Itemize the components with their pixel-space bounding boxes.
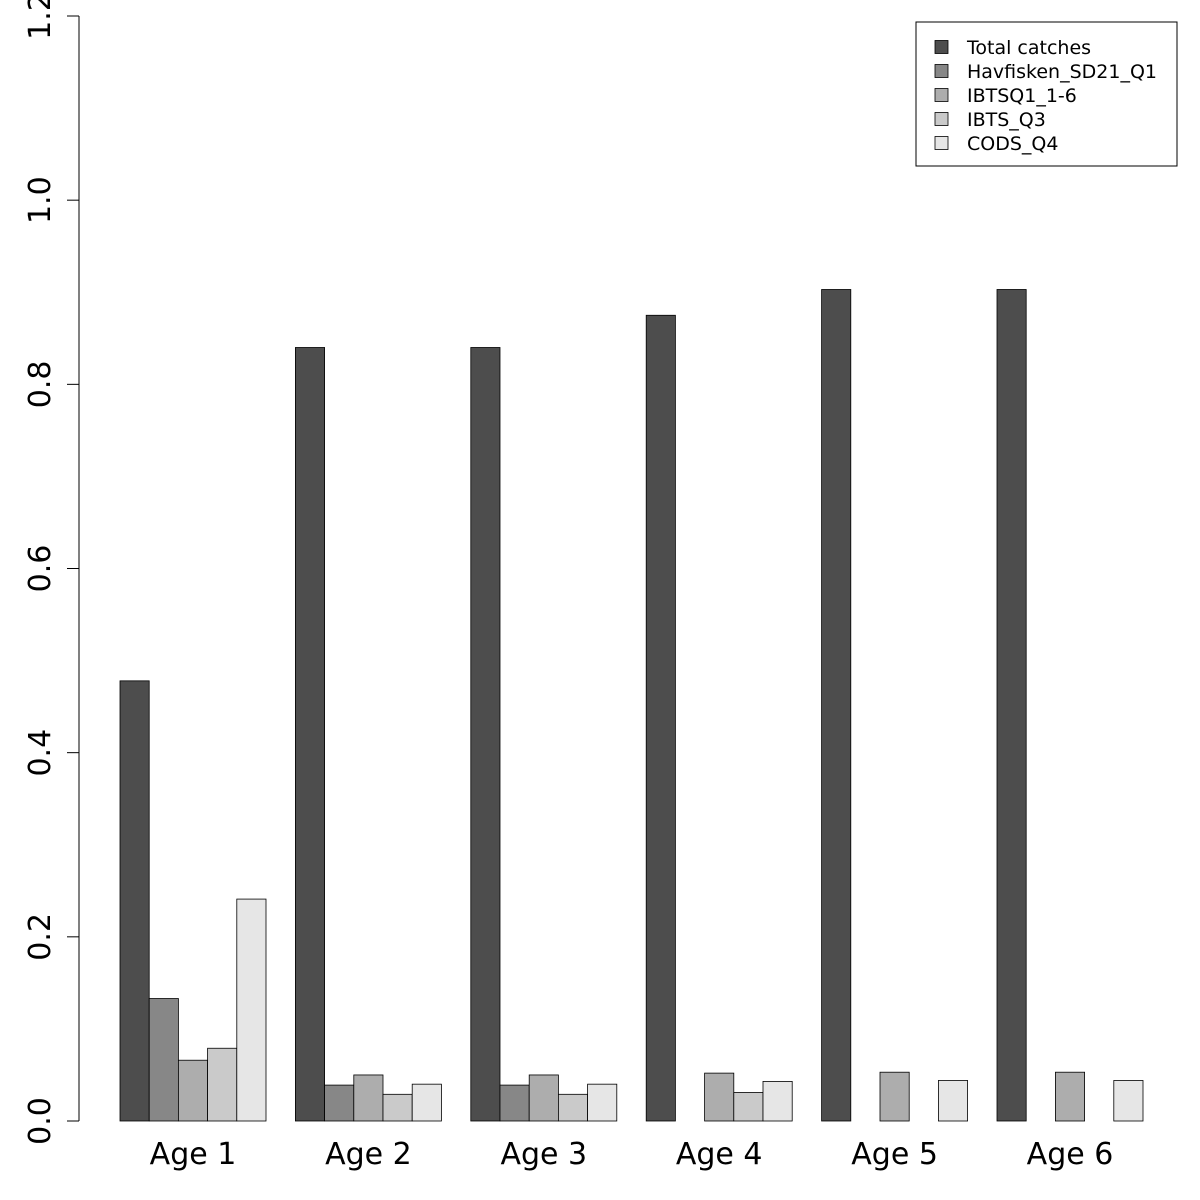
legend-label: IBTS_Q3: [967, 109, 1046, 131]
bar: [353, 1074, 384, 1122]
legend-swatch: [934, 88, 949, 102]
bar: [382, 1093, 413, 1122]
x-axis-labels: Age 1 Age 2 Age 3 Age 4 Age 5 Age 6: [150, 1137, 1114, 1172]
bar: [704, 1072, 735, 1122]
bar: [470, 347, 501, 1122]
bar: [499, 1084, 530, 1122]
y-tick-label: 0.0: [23, 1097, 58, 1145]
y-tick-label: 0.6: [23, 545, 58, 593]
bar: [207, 1047, 238, 1122]
y-axis: 0.0 0.2 0.4 0.6 0.8 1.0 1.2: [23, 0, 80, 1145]
x-category-label: Age 2: [325, 1137, 412, 1172]
bars: [119, 289, 1144, 1122]
bar: [645, 314, 676, 1122]
bar: [558, 1093, 589, 1122]
y-tick-label: 1.2: [23, 0, 58, 40]
bar: [733, 1092, 764, 1122]
legend-box: [915, 21, 1178, 167]
bar: [1055, 1071, 1086, 1122]
bar: [324, 1084, 355, 1122]
bar: [879, 1071, 910, 1122]
bar: [1113, 1080, 1144, 1122]
bar: [821, 289, 852, 1122]
legend-label: Total catches: [966, 37, 1091, 59]
bar: [528, 1074, 559, 1122]
legend-swatch: [934, 112, 949, 126]
y-tick-label: 0.4: [23, 729, 58, 777]
y-tick-label: 0.2: [23, 913, 58, 961]
bar: [119, 680, 150, 1122]
legend-label: Havfisken_SD21_Q1: [967, 61, 1157, 83]
legend: Total catchesHavfisken_SD21_Q1IBTSQ1_1-6…: [915, 21, 1178, 167]
bar: [236, 898, 267, 1122]
bar: [938, 1080, 969, 1122]
x-category-label: Age 6: [1027, 1137, 1114, 1172]
legend-label: IBTSQ1_1-6: [967, 85, 1077, 107]
bar: [762, 1081, 793, 1122]
y-tick-label: 0.8: [23, 360, 58, 408]
bar: [148, 998, 179, 1122]
legend-swatch: [934, 40, 949, 54]
legend-label: CODS_Q4: [967, 133, 1058, 155]
x-category-label: Age 4: [676, 1137, 763, 1172]
x-category-label: Age 5: [851, 1137, 938, 1172]
bar: [411, 1083, 442, 1122]
bar: [294, 347, 325, 1122]
legend-swatch: [934, 64, 949, 78]
y-tick-label: 1.0: [23, 176, 58, 224]
bar: [177, 1059, 208, 1122]
bar: [587, 1083, 618, 1122]
x-category-label: Age 3: [500, 1137, 587, 1172]
x-category-label: Age 1: [150, 1137, 237, 1172]
bar: [996, 289, 1027, 1122]
legend-swatch: [934, 136, 949, 150]
